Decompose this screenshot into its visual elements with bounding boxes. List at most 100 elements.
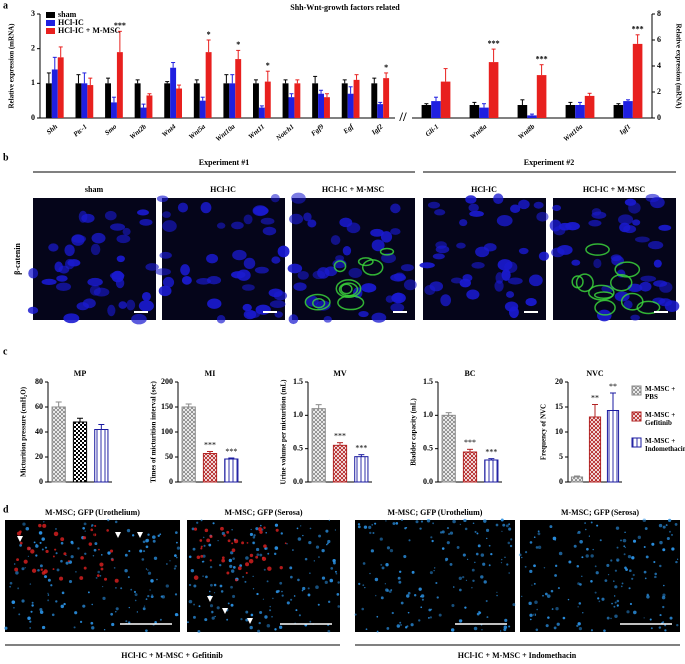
dapi-dot (471, 587, 473, 589)
dapi-dot (500, 518, 504, 522)
y-tick-label: 0 (31, 113, 35, 122)
dapi-dot (188, 583, 192, 587)
dapi-dot (563, 617, 565, 619)
bar (347, 93, 354, 118)
dapi-dot (188, 599, 193, 604)
dapi-dot (573, 544, 577, 548)
dapi-dot (642, 518, 647, 523)
dapi-dot (476, 532, 479, 535)
dapi-dot (133, 590, 137, 594)
dapi-dot (259, 524, 262, 527)
dapi-dot (82, 604, 86, 608)
dapi-dot (177, 614, 179, 616)
dapi-dot (495, 523, 499, 527)
dapi-dot (202, 575, 204, 577)
dapi-dot (298, 614, 301, 617)
dapi-dot (55, 527, 57, 530)
dapi-dot (676, 558, 679, 560)
y-tick-label: 80 (35, 377, 43, 386)
nucleus (155, 268, 171, 276)
dapi-dot (413, 594, 417, 597)
gfp-dot (100, 567, 104, 571)
dapi-dot (504, 618, 508, 622)
row-label: β-catenin (13, 243, 22, 275)
y-tick-label: 15 (555, 402, 563, 411)
dapi-dot (463, 518, 467, 523)
dapi-dot (504, 556, 506, 559)
y-tick-label: 1.5 (293, 377, 303, 386)
dapi-dot (665, 524, 668, 527)
nucleus (435, 241, 447, 249)
dapi-dot (136, 611, 139, 613)
dapi-dot (41, 548, 44, 551)
nucleus (243, 257, 256, 269)
dapi-dot (620, 539, 622, 542)
dapi-dot (616, 604, 619, 607)
dapi-dot (392, 522, 396, 525)
dapi-dot (407, 611, 410, 614)
dapi-dot (29, 583, 32, 585)
bar (377, 104, 384, 118)
dapi-dot (594, 591, 597, 594)
dapi-dot (256, 592, 259, 596)
dapi-dot (24, 567, 26, 569)
dapi-dot (134, 599, 137, 602)
nucleus (591, 211, 607, 219)
dapi-dot (301, 589, 304, 592)
nucleus (507, 277, 523, 285)
dapi-dot (91, 525, 93, 527)
dapi-dot (576, 564, 580, 568)
nucleus (89, 285, 101, 296)
y-tick-label: 0.5 (423, 443, 433, 452)
nucleus (571, 259, 581, 266)
nucleus (495, 272, 504, 284)
dapi-dot (257, 629, 261, 633)
dapi-dot (111, 622, 115, 627)
gfp-dot (98, 548, 100, 551)
bar (383, 78, 390, 118)
dapi-dot (361, 607, 365, 611)
dapi-dot (334, 529, 337, 531)
dapi-dot (213, 583, 217, 587)
dapi-dot (91, 626, 95, 630)
dapi-dot (645, 555, 649, 559)
dapi-dot (507, 541, 511, 545)
chart-title: MP (74, 369, 87, 378)
dapi-dot (500, 562, 503, 564)
dapi-dot (617, 560, 619, 562)
dapi-dot (147, 533, 150, 536)
nucleus (518, 199, 530, 210)
dapi-dot (204, 618, 208, 622)
bar (484, 459, 499, 483)
gfp-dot (93, 533, 97, 537)
nucleus (465, 195, 477, 204)
nucleus (206, 253, 219, 264)
nucleus (254, 266, 269, 274)
dapi-dot (585, 554, 589, 558)
dapi-dot (4, 626, 8, 630)
dapi-dot (272, 597, 274, 600)
nucleus (330, 235, 341, 245)
dapi-dot (549, 525, 553, 529)
bar (371, 83, 378, 118)
dapi-dot (295, 609, 298, 612)
dapi-dot (419, 527, 422, 530)
x-tick-label: Wnt4 (160, 122, 177, 138)
dapi-dot (39, 608, 43, 612)
dapi-dot (397, 576, 401, 580)
dapi-dot (603, 629, 606, 632)
dapi-dot (547, 616, 550, 619)
dapi-dot (208, 543, 212, 547)
nucleus (180, 264, 190, 276)
nucleus (56, 275, 68, 282)
dapi-dot (590, 580, 593, 583)
dapi-dot (659, 540, 663, 545)
bar (202, 453, 218, 483)
panel-letter: c (3, 346, 8, 357)
dapi-dot (318, 556, 320, 558)
dapi-dot (654, 575, 657, 579)
bar (632, 43, 643, 118)
dapi-dot (578, 626, 583, 631)
nucleus (273, 291, 288, 301)
nucleus (549, 219, 562, 232)
